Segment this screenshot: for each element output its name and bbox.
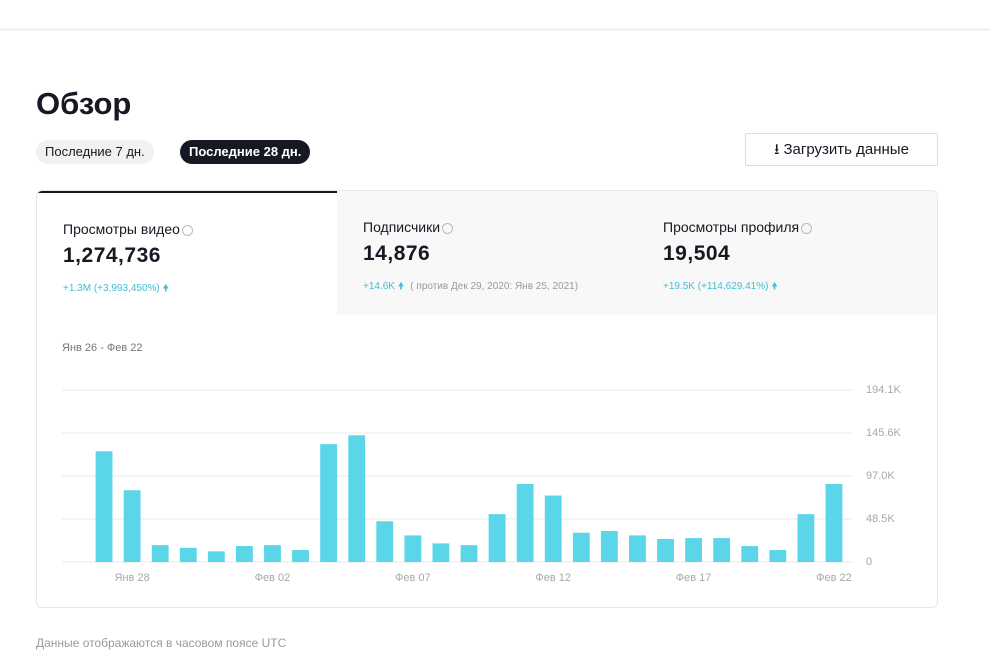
bar	[713, 538, 731, 562]
bar	[544, 495, 562, 562]
metric-value: 19,504	[663, 242, 731, 265]
metric-change: +1.3M (+3,993,450%)	[63, 283, 160, 294]
bar	[179, 547, 197, 562]
bar	[741, 546, 759, 562]
y-tick-label: 48.5K	[866, 513, 895, 525]
filter-7-days[interactable]: Последние 7 дн.	[36, 140, 154, 164]
tab-profile-views[interactable]: Просмотры профиля 19,504 +19.5K (+114,62…	[637, 191, 937, 315]
chart-subtitle: Янв 26 - Фев 22	[62, 342, 143, 354]
footer-note: Данные отображаются в часовом поясе UTC	[36, 636, 287, 650]
y-tick-label: 97.0K	[866, 470, 895, 482]
page-title: Обзор	[36, 86, 132, 121]
bar	[404, 535, 422, 562]
bar	[797, 514, 815, 562]
bar	[376, 521, 394, 562]
bar	[629, 535, 646, 562]
info-icon	[181, 224, 193, 236]
metric-change: +14.6K	[363, 281, 395, 292]
download-label: Загрузить данные	[783, 141, 909, 158]
bar	[769, 550, 787, 562]
y-tick-label: 0	[866, 556, 872, 568]
bar	[292, 550, 309, 562]
up-arrow: 🠝	[162, 283, 170, 294]
info-icon	[442, 222, 454, 234]
bar	[235, 546, 253, 562]
overview-card: Просмотры видео 1,274,736 +1.3M (+3,993,…	[36, 190, 938, 608]
bar	[657, 538, 674, 562]
x-tick-label: Янв 28	[115, 572, 150, 584]
up-arrow: 🠝	[771, 281, 778, 292]
bar	[825, 484, 843, 562]
metric-value: 1,274,736	[63, 244, 161, 267]
x-tick-label: Фев 17	[676, 572, 712, 584]
metric-change: +19.5K (+114,629.41%)	[663, 281, 769, 292]
metric-note: ( против Дек 29, 2020: Янв 25, 2021)	[410, 281, 579, 292]
bar	[600, 530, 618, 562]
bar	[123, 490, 141, 562]
bar	[460, 545, 478, 562]
metric-label: Просмотры профиля	[663, 219, 800, 235]
bar	[488, 514, 506, 562]
bar	[264, 545, 281, 562]
y-tick-label: 194.1K	[866, 384, 902, 396]
bar	[320, 444, 338, 562]
tab-followers[interactable]: Подписчики 14,876 +14.6K 🠝 ( против Дек 2…	[337, 191, 637, 315]
x-tick-label: Фев 02	[255, 572, 291, 584]
metric-value: 14,876	[363, 242, 431, 265]
download-button[interactable]: ⭳ Загрузить данные	[745, 133, 938, 166]
y-tick-label: 145.6K	[866, 427, 902, 439]
bar	[432, 543, 450, 562]
tab-video-views[interactable]: Просмотры видео 1,274,736 +1.3M (+3,993,…	[37, 191, 337, 317]
top-divider	[0, 28, 990, 31]
x-tick-label: Фев 07	[395, 572, 431, 584]
download-icon: ⭳	[774, 141, 784, 158]
x-tick-label: Фев 22	[816, 572, 852, 584]
info-icon	[801, 222, 813, 234]
bar	[348, 435, 366, 562]
bar	[151, 545, 169, 562]
bar	[572, 532, 590, 562]
up-arrow: 🠝	[397, 281, 405, 292]
metric-label: Подписчики	[363, 219, 441, 235]
bar	[207, 551, 225, 562]
filter-28-days[interactable]: Последние 28 дн.	[180, 140, 311, 164]
bar	[95, 451, 113, 562]
x-tick-label: Фев 12	[535, 572, 571, 584]
bar	[685, 538, 703, 562]
bar	[516, 484, 534, 562]
metric-label: Просмотры видео	[63, 221, 180, 237]
